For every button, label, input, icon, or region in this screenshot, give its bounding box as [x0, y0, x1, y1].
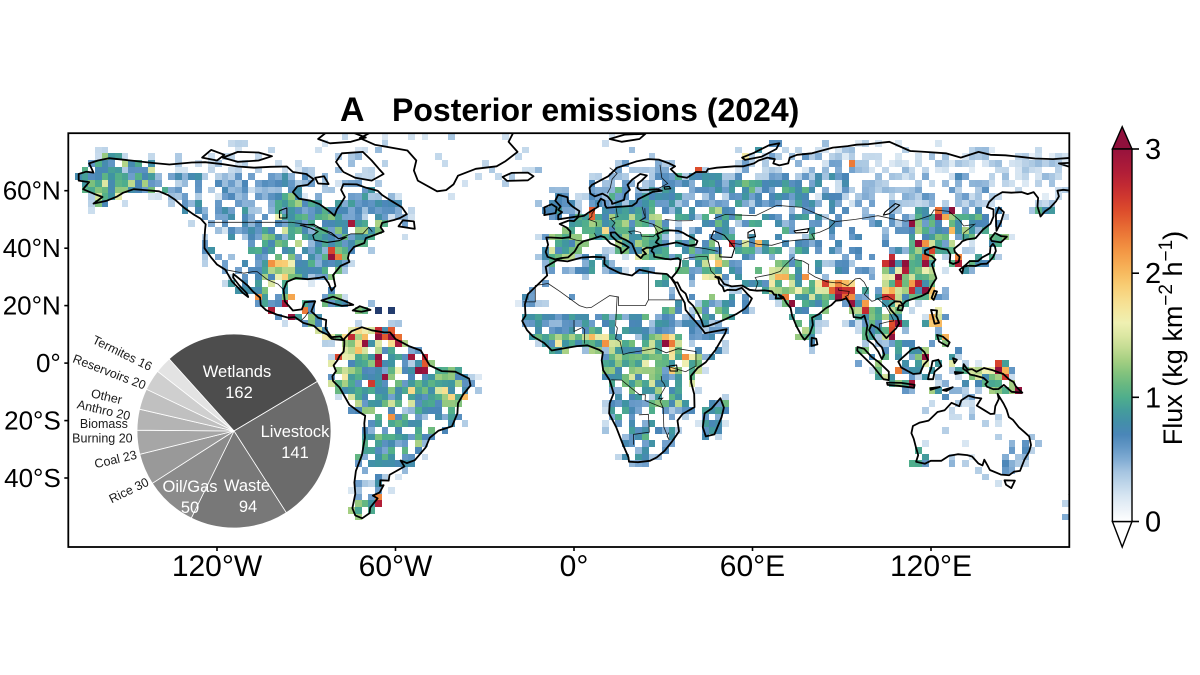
svg-text:20°S: 20°S [4, 406, 61, 436]
svg-text:Posterior emissions (2024): Posterior emissions (2024) [392, 92, 799, 128]
svg-text:Waste: Waste [224, 477, 270, 495]
svg-text:60°N: 60°N [3, 176, 61, 206]
svg-text:Livestock: Livestock [261, 423, 331, 441]
svg-text:Oil/Gas: Oil/Gas [162, 478, 217, 496]
svg-text:Coal 23: Coal 23 [93, 448, 138, 471]
svg-text:A: A [340, 91, 365, 129]
svg-text:Other: Other [90, 386, 124, 407]
svg-text:1: 1 [1145, 382, 1161, 414]
svg-text:20°N: 20°N [3, 291, 61, 321]
svg-text:Wetlands: Wetlands [203, 363, 271, 381]
svg-text:Burning 20: Burning 20 [72, 432, 133, 446]
svg-text:0°: 0° [36, 348, 61, 378]
svg-text:Flux (kg km−2 h−1): Flux (kg km−2 h−1) [1156, 231, 1188, 445]
svg-text:162: 162 [225, 384, 253, 402]
svg-text:2: 2 [1145, 258, 1161, 290]
svg-text:120°E: 120°E [890, 550, 972, 583]
svg-text:Biomass: Biomass [80, 417, 128, 431]
svg-text:60°W: 60°W [359, 550, 433, 583]
svg-text:50: 50 [181, 499, 199, 517]
svg-text:0°: 0° [560, 550, 589, 583]
svg-text:120°W: 120°W [172, 550, 263, 583]
svg-text:141: 141 [281, 444, 309, 462]
svg-text:3: 3 [1145, 134, 1161, 166]
svg-text:Rice 30: Rice 30 [107, 475, 151, 506]
svg-text:60°E: 60°E [720, 550, 785, 583]
svg-text:40°N: 40°N [3, 233, 61, 263]
svg-text:40°S: 40°S [4, 463, 61, 493]
svg-text:0: 0 [1145, 507, 1161, 539]
svg-text:94: 94 [239, 498, 257, 516]
